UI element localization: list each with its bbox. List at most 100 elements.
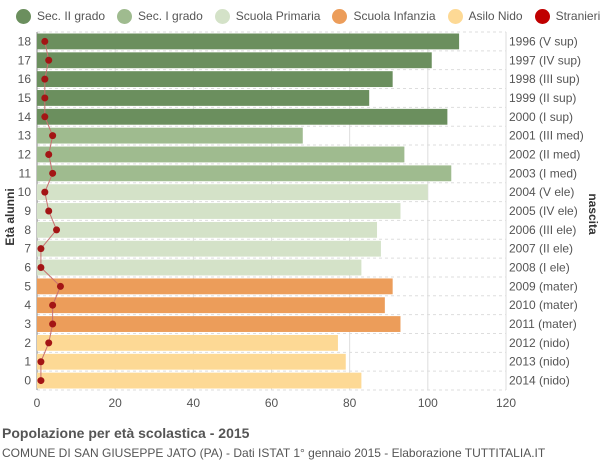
y-tick-label-year: 2014 (nido) xyxy=(509,374,570,388)
y-tick-label-year: 2005 (IV ele) xyxy=(509,204,578,218)
y-axis-title-right: Anni di nascita xyxy=(586,193,600,235)
legend-swatch xyxy=(117,8,133,24)
bar xyxy=(37,334,338,351)
bar xyxy=(37,278,393,295)
y-tick-label-age: 18 xyxy=(18,34,32,48)
stranieri-point xyxy=(41,94,49,102)
stranieri-point xyxy=(53,226,61,234)
x-tick-label: 120 xyxy=(496,396,516,410)
x-tick-label: 80 xyxy=(343,396,357,410)
y-tick-label-age: 5 xyxy=(24,279,31,293)
y-tick-label-age: 6 xyxy=(24,261,31,275)
bar xyxy=(37,221,378,238)
stranieri-point xyxy=(37,358,45,366)
y-tick-label-year: 1997 (IV sup) xyxy=(509,53,581,67)
y-tick-label-year: 2009 (mater) xyxy=(509,279,578,293)
y-tick-label-year: 2012 (nido) xyxy=(509,336,570,350)
x-tick-label: 0 xyxy=(34,396,41,410)
legend-swatch xyxy=(534,8,550,24)
y-tick-label-year: 1996 (V sup) xyxy=(509,34,578,48)
legend-label: Scuola Primaria xyxy=(235,9,321,23)
y-tick-label-age: 3 xyxy=(24,317,31,331)
stranieri-point xyxy=(41,75,49,83)
legend-label: Stranieri xyxy=(555,9,600,23)
stranieri-point xyxy=(49,320,57,328)
bar xyxy=(37,316,401,332)
bar xyxy=(37,203,401,219)
stranieri-point xyxy=(37,264,45,272)
chart-title: Popolazione per età scolastica - 2015 xyxy=(2,425,250,441)
y-tick-label-year: 2013 (nido) xyxy=(509,355,570,369)
legend-label: Scuola Infanzia xyxy=(353,9,436,23)
y-tick-label-year: 2008 (I ele) xyxy=(509,261,570,275)
y-tick-label-age: 2 xyxy=(24,336,31,350)
bar xyxy=(37,33,460,50)
y-tick-label-age: 4 xyxy=(24,298,31,312)
bar xyxy=(37,90,370,106)
legend-label: Asilo Nido xyxy=(468,9,523,23)
legend-label: Sec. II grado xyxy=(37,9,106,23)
y-tick-label-year: 2011 (mater) xyxy=(509,317,577,331)
bar xyxy=(37,297,385,314)
y-tick-label-year: 1999 (II sup) xyxy=(509,91,576,105)
y-tick-label-age: 9 xyxy=(24,204,31,218)
bar xyxy=(37,71,393,88)
legend-item: Scuola Primaria xyxy=(214,8,321,24)
stranieri-point xyxy=(56,282,64,290)
chart-subtitle: COMUNE DI SAN GIUSEPPE JATO (PA) - Dati … xyxy=(2,446,546,460)
legend-swatch xyxy=(214,8,230,24)
y-tick-label-year: 1998 (III sup) xyxy=(509,72,580,86)
stranieri-point xyxy=(49,132,57,140)
y-axis-title-left: Età alunni xyxy=(3,188,17,246)
bar xyxy=(37,146,405,163)
y-tick-label-age: 11 xyxy=(19,166,32,180)
bar xyxy=(37,353,346,370)
y-tick-label-age: 7 xyxy=(24,242,31,256)
bar xyxy=(37,52,432,69)
legend-swatch xyxy=(332,8,348,24)
stranieri-point xyxy=(41,113,49,121)
stranieri-point xyxy=(37,245,45,253)
y-tick-label-age: 1 xyxy=(24,355,31,369)
y-tick-label-year: 2006 (III ele) xyxy=(509,223,576,237)
legend-swatch xyxy=(16,8,31,24)
legend-swatch xyxy=(447,8,463,24)
bar xyxy=(37,240,381,257)
bar xyxy=(37,108,448,125)
y-tick-label-year: 2003 (I med) xyxy=(509,166,577,180)
y-tick-label-year: 2001 (III med) xyxy=(509,129,584,143)
legend-item: Sec. I grado xyxy=(117,8,203,24)
y-tick-label-age: 10 xyxy=(18,185,32,199)
y-tick-label-year: 2010 (mater) xyxy=(509,298,578,312)
y-tick-label-age: 13 xyxy=(18,129,32,143)
stranieri-point xyxy=(45,56,53,64)
y-tick-label-age: 16 xyxy=(18,72,32,86)
y-tick-label-age: 17 xyxy=(18,53,32,67)
stranieri-point xyxy=(37,377,45,385)
bar xyxy=(37,165,452,182)
bar xyxy=(37,372,362,389)
legend-item: Sec. II grado xyxy=(16,8,106,24)
bar xyxy=(37,259,362,276)
stranieri-point xyxy=(49,301,57,309)
legend-item: Asilo Nido xyxy=(447,8,523,24)
y-tick-label-age: 8 xyxy=(24,223,31,237)
stranieri-point xyxy=(45,339,53,347)
x-tick-label: 40 xyxy=(187,396,201,410)
y-tick-label-age: 0 xyxy=(24,374,31,388)
y-tick-label-age: 14 xyxy=(18,110,32,124)
y-tick-label-year: 2007 (II ele) xyxy=(509,242,573,256)
stranieri-point xyxy=(41,188,49,196)
legend-item: Stranieri xyxy=(534,8,600,24)
stranieri-point xyxy=(45,207,53,215)
y-tick-label-year: 2002 (II med) xyxy=(509,147,580,161)
legend-item: Scuola Infanzia xyxy=(332,8,436,24)
y-tick-label-year: 2000 (I sup) xyxy=(509,110,573,124)
x-tick-label: 60 xyxy=(265,396,279,410)
x-tick-label: 20 xyxy=(108,396,122,410)
stranieri-point xyxy=(45,150,53,158)
chart-legend: Sec. II grado Sec. I grado Scuola Primaria… xyxy=(0,6,600,26)
stranieri-point xyxy=(41,37,49,45)
x-tick-label: 100 xyxy=(418,396,438,410)
